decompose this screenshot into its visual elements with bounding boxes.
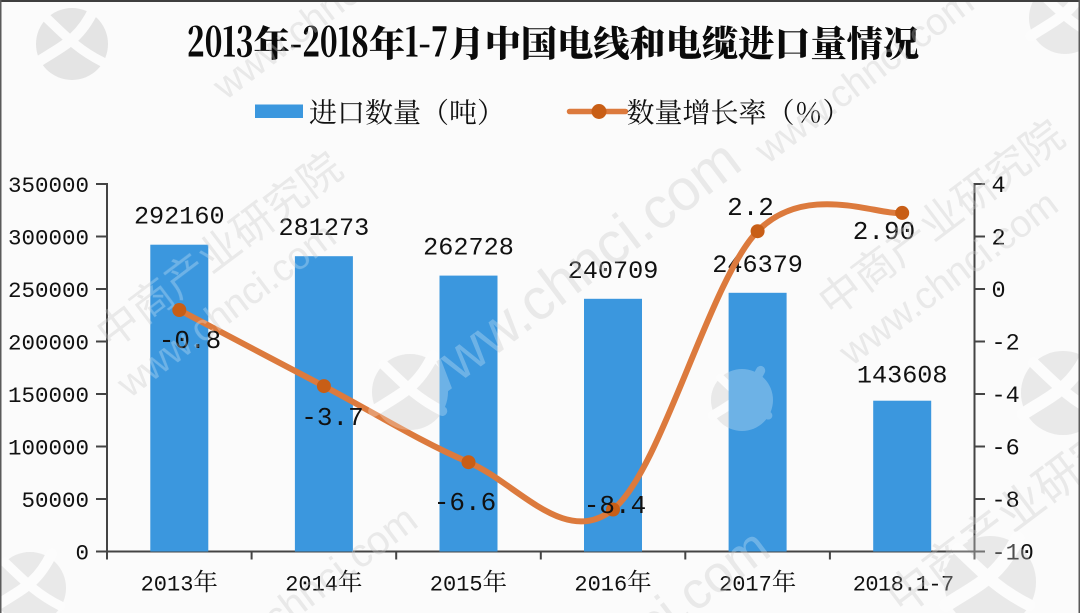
svg-text:-3.7: -3.7: [301, 403, 363, 433]
svg-text:100000: 100000: [8, 436, 89, 462]
svg-text:281273: 281273: [279, 214, 370, 243]
svg-text:200000: 200000: [8, 331, 89, 357]
svg-text:143608: 143608: [857, 362, 948, 391]
svg-text:-6: -6: [992, 436, 1020, 463]
svg-text:2017: 2017: [719, 573, 772, 598]
svg-text:2014: 2014: [285, 573, 338, 598]
svg-text:2.2: 2.2: [727, 193, 774, 223]
svg-text:292160: 292160: [134, 203, 225, 232]
svg-text:0: 0: [992, 278, 1006, 305]
svg-text:250000: 250000: [8, 278, 89, 304]
svg-text:-8.4: -8.4: [584, 491, 646, 521]
svg-text:50000: 50000: [21, 488, 89, 514]
svg-text:300000: 300000: [8, 226, 89, 252]
svg-text:2: 2: [992, 226, 1006, 253]
svg-text:-10: -10: [992, 541, 1034, 568]
svg-text:262728: 262728: [423, 234, 514, 263]
svg-text:4: 4: [992, 173, 1006, 200]
svg-text:350000: 350000: [8, 173, 89, 199]
svg-text:-4: -4: [992, 383, 1020, 410]
svg-text:240709: 240709: [568, 257, 659, 286]
svg-text:-6.6: -6.6: [434, 488, 496, 518]
svg-text:-0.8: -0.8: [159, 326, 221, 356]
svg-text:-2: -2: [992, 331, 1020, 358]
svg-text:2015: 2015: [430, 573, 483, 598]
svg-text:0: 0: [75, 541, 89, 567]
svg-text:2016: 2016: [574, 573, 627, 598]
svg-text:2013: 2013: [141, 573, 194, 598]
svg-text:150000: 150000: [8, 383, 89, 409]
